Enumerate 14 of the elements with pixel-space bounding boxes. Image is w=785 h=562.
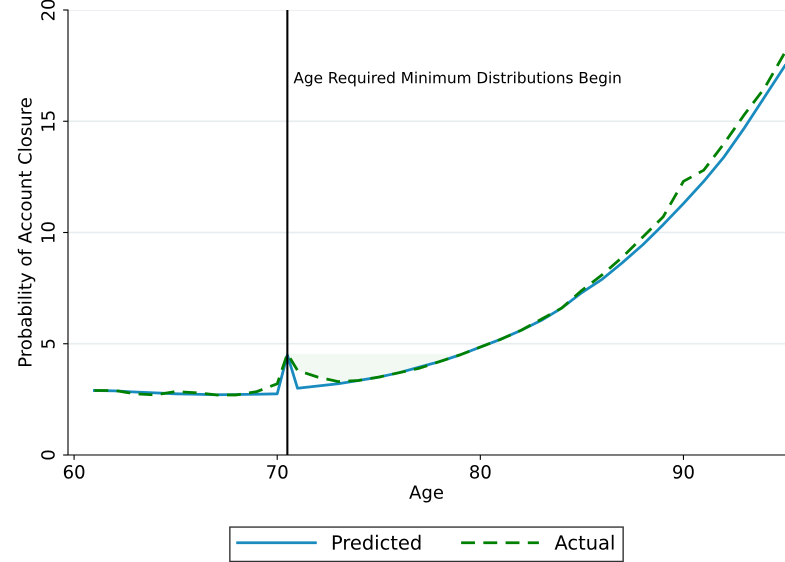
y-axis-title: Probability of Account Closure — [18, 98, 36, 366]
y-tick-label: 15 — [41, 111, 55, 131]
legend-label: Predicted — [332, 534, 420, 550]
x-tick-label: 80 — [470, 465, 491, 479]
y-tick-label: 10 — [41, 222, 55, 242]
legend-label: Actual — [554, 534, 614, 550]
y-tick-label: 20 — [41, 0, 55, 20]
x-tick-label: 70 — [267, 465, 288, 479]
x-tick-label: 60 — [64, 465, 84, 479]
x-tick-label: 90 — [673, 465, 694, 479]
ref-line-label: Age Required Minimum Distributions Begin — [294, 72, 621, 86]
y-tick-label: 5 — [41, 340, 55, 348]
x-axis-title: Age — [409, 486, 443, 502]
y-tick-label: 0 — [41, 450, 55, 460]
